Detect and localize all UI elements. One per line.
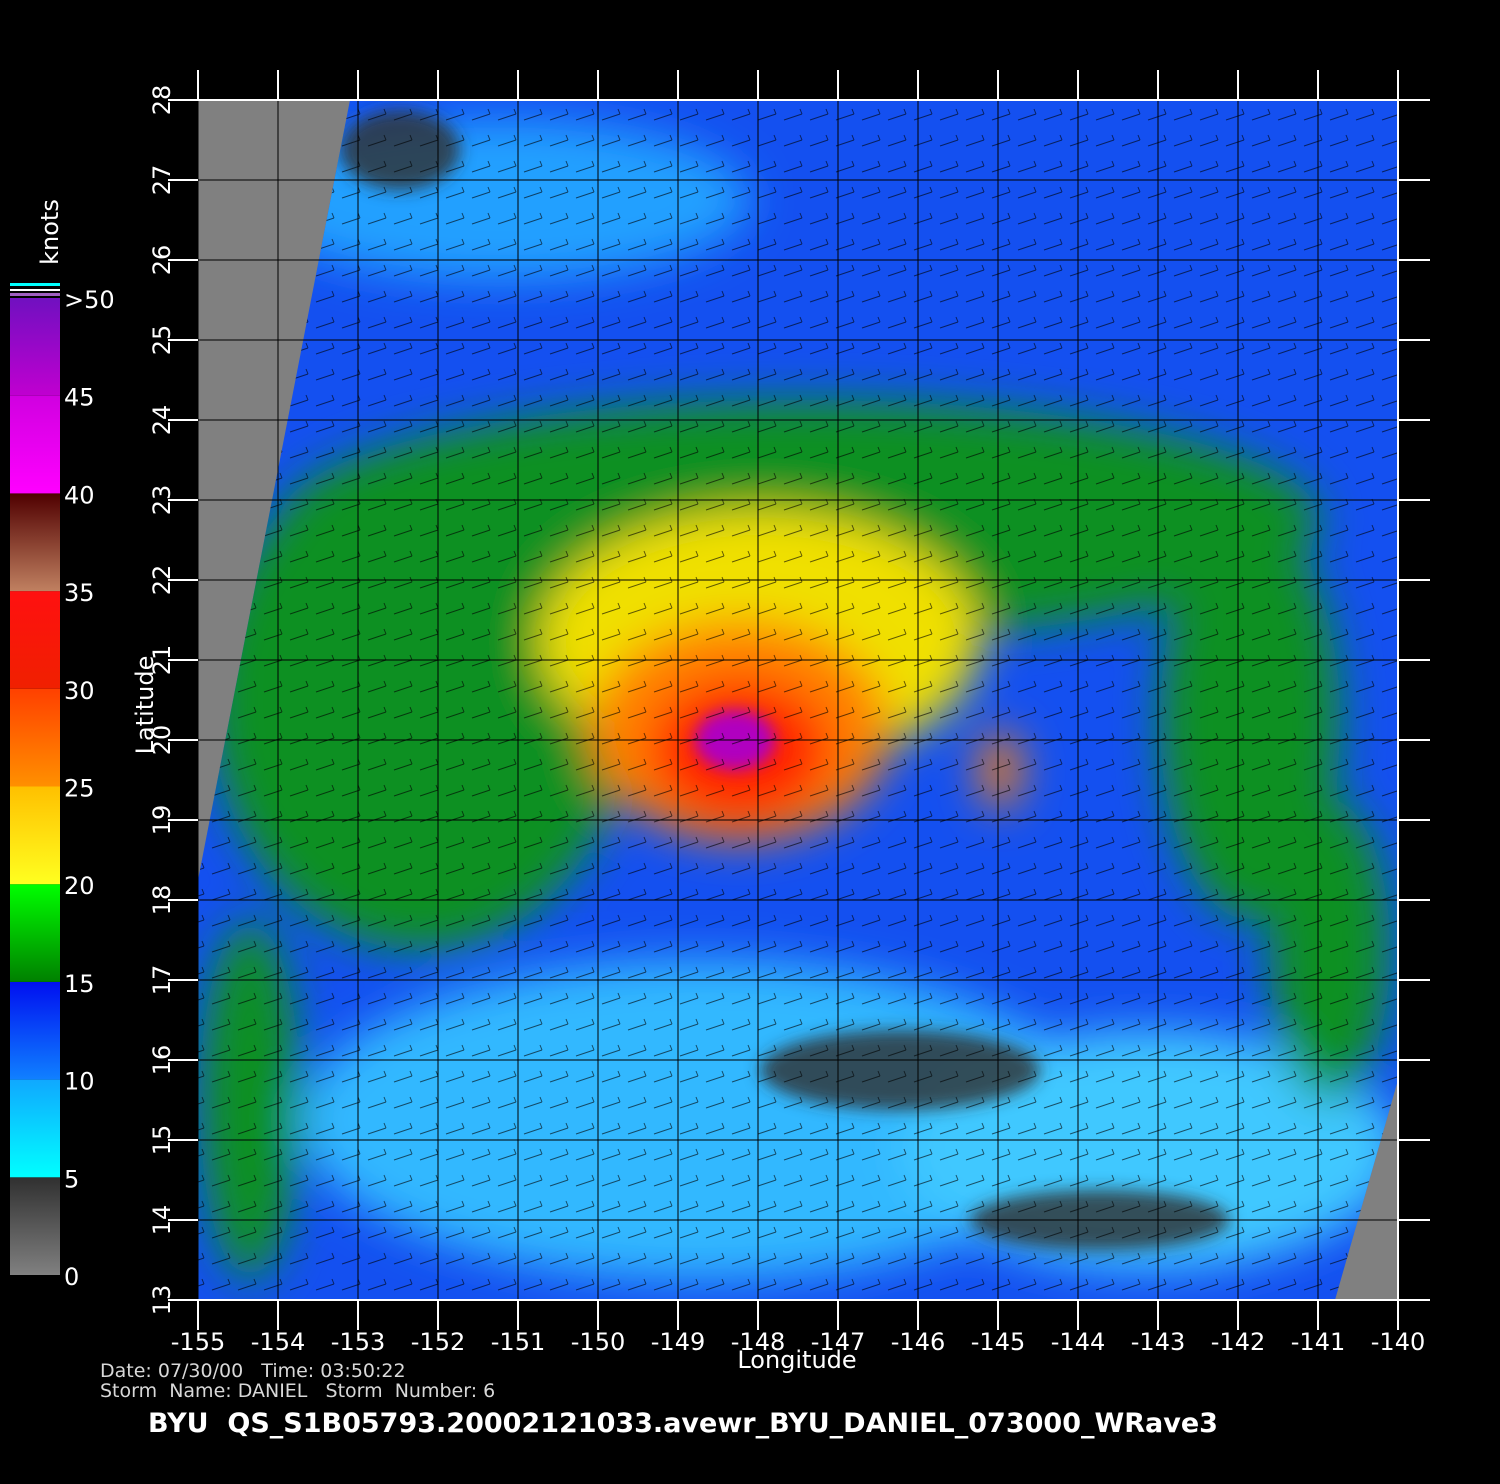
map-field	[198, 100, 1398, 1300]
storm-line: Storm Name: DANIEL Storm Number: 6	[100, 1380, 495, 1402]
y-tick-label: 22	[148, 565, 176, 596]
colorbar-tick-label: 30	[64, 677, 95, 705]
colorbar-segment	[10, 493, 60, 592]
colorbar-tick-label: 5	[64, 1165, 79, 1193]
x-tick-label: -144	[1051, 1328, 1105, 1356]
y-tick-label: 26	[148, 245, 176, 276]
colorbar-segment	[10, 1177, 60, 1275]
x-tick-label: -148	[731, 1328, 785, 1356]
colorbar-cap	[10, 293, 60, 296]
x-tick-label: -153	[331, 1328, 385, 1356]
x-tick-label: -143	[1131, 1328, 1185, 1356]
y-tick-label: 23	[148, 485, 176, 516]
colorbar-segment	[10, 786, 60, 885]
x-tick-label: -142	[1211, 1328, 1265, 1356]
date-line: Date: 07/30/00 Time: 03:50:22	[100, 1360, 406, 1382]
colorbar-segment	[10, 298, 60, 396]
x-tick-label: -140	[1371, 1328, 1425, 1356]
y-axis-label: Latitude	[131, 656, 159, 755]
y-tick-label: 16	[148, 1045, 176, 1076]
colorbar-segment	[10, 395, 60, 494]
colorbar-cap	[10, 283, 60, 286]
colorbar-tick-label: 45	[64, 384, 95, 412]
y-tick-label: 24	[148, 405, 176, 436]
colorbar-tick-label: 0	[64, 1263, 79, 1291]
colorbar-tick-label: 10	[64, 1068, 95, 1096]
x-tick-label: -149	[651, 1328, 705, 1356]
y-tick-label: 25	[148, 325, 176, 356]
y-tick-label: 21	[148, 645, 176, 676]
colorbar-segment	[10, 1079, 60, 1178]
x-tick-label: -141	[1291, 1328, 1345, 1356]
colorbar-segment	[10, 981, 60, 1080]
colorbar-tick-label: 35	[64, 579, 95, 607]
x-tick-label: -146	[891, 1328, 945, 1356]
x-tick-label: -152	[411, 1328, 465, 1356]
x-tick-label: -147	[811, 1328, 865, 1356]
y-tick-label: 18	[148, 885, 176, 916]
y-tick-label: 27	[148, 165, 176, 196]
colorbar-tick-label: 40	[64, 481, 95, 509]
y-tick-label: 14	[148, 1205, 176, 1236]
x-tick-label: -151	[491, 1328, 545, 1356]
colorbar-cap	[10, 289, 60, 291]
colorbar-tick-label: 15	[64, 970, 95, 998]
file-line: BYU QS_S1B05793.20002121033.avewr_BYU_DA…	[148, 1408, 1218, 1439]
y-tick-label: 28	[148, 85, 176, 116]
y-tick-label: 19	[148, 805, 176, 836]
y-tick-label: 15	[148, 1125, 176, 1156]
y-tick-label: 13	[148, 1285, 176, 1316]
colorbar-tick-label: >50	[64, 286, 115, 314]
y-tick-label: 17	[148, 965, 176, 996]
colorbar-tick-label: 20	[64, 872, 95, 900]
colorbar-tick-label: 25	[64, 775, 95, 803]
x-tick-label: -155	[171, 1328, 225, 1356]
x-tick-label: -145	[971, 1328, 1025, 1356]
x-tick-label: -154	[251, 1328, 305, 1356]
x-axis-label: Longitude	[737, 1346, 856, 1374]
axes: -155 -154 -153 -152 -151 -150 -149 -148 -147 -146…	[10, 70, 1430, 1356]
colorbar-segment	[10, 884, 60, 982]
colorbar-segment	[10, 591, 60, 689]
x-tick-label: -150	[571, 1328, 625, 1356]
y-tick-label: 20	[148, 725, 176, 756]
colorbar-label: knots	[36, 199, 64, 265]
colorbar-segment	[10, 688, 60, 787]
